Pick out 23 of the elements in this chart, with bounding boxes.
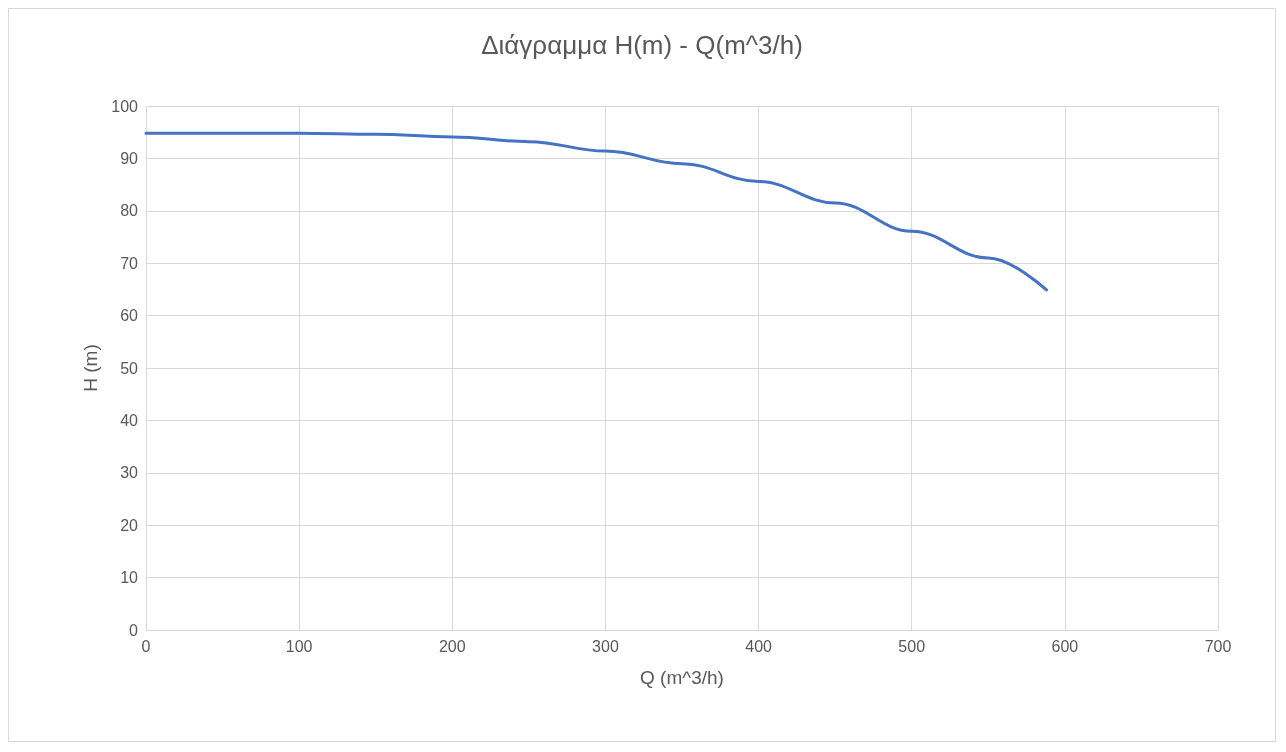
y-tick-label: 100 — [111, 97, 139, 115]
x-axis-title: Q (m^3/h) — [640, 667, 724, 688]
x-tick-label: 500 — [898, 637, 926, 655]
y-tick-label: 0 — [129, 621, 139, 639]
y-tick-label: 70 — [120, 254, 139, 272]
y-tick-label: 20 — [120, 516, 139, 534]
y-tick-label: 50 — [120, 359, 139, 377]
y-tick-label: 80 — [120, 202, 139, 220]
x-tick-label: 400 — [745, 637, 773, 655]
x-tick-label: 200 — [438, 637, 466, 655]
y-tick-label: 60 — [120, 307, 139, 325]
y-axis-title: H (m) — [80, 344, 102, 392]
x-tick-label: 700 — [1204, 637, 1232, 655]
chart-title: Διάγραμμα H(m) - Q(m^3/h) — [481, 30, 803, 60]
y-tick-label: 90 — [120, 149, 139, 167]
y-tick-label: 40 — [120, 411, 139, 429]
x-tick-label: 300 — [592, 637, 619, 655]
y-tick-label: 10 — [120, 569, 139, 587]
x-tick-label: 600 — [1051, 637, 1079, 655]
line-series — [144, 131, 1048, 292]
y-tick-label: 30 — [120, 464, 139, 482]
x-tick-label: 0 — [141, 637, 151, 655]
x-tick-label: 100 — [285, 637, 313, 655]
